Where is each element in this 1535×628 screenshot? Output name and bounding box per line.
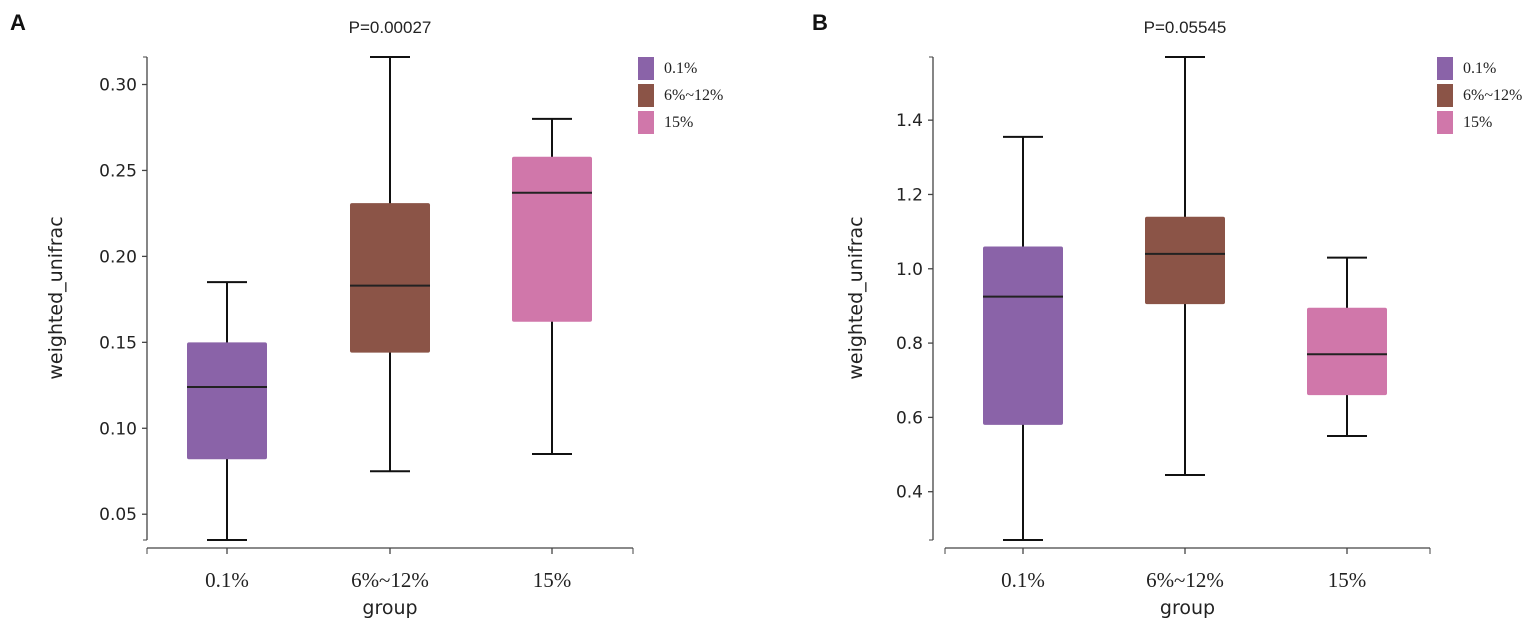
legend-label: 6%~12% [664,87,723,104]
legend-swatch [1437,84,1453,107]
panel-a: A P=0.00027 0.05 0.10 0.15 0.20 0.25 0.30 weight… [10,10,723,619]
y-tick-label: 1.0 [896,260,923,280]
y-tick-label: 0.4 [896,483,923,503]
panel-b: B P=0.05545 0.4 0.6 0.8 1.0 1.2 1.4 weighted_uni… [812,10,1522,619]
chart-title: P=0.00027 [349,18,432,37]
legend-swatch [1437,111,1453,134]
box-iqr [1145,216,1225,305]
box-iqr [187,342,267,460]
box-1 [187,281,267,541]
box-iqr [512,156,592,322]
x-tick-label: 15% [533,568,572,592]
box-3 [1307,256,1387,437]
legend-swatch [638,111,654,134]
x-axis-label: group [1160,597,1215,619]
panel-label: B [812,10,828,35]
box-iqr [350,203,430,353]
y-tick-label: 0.20 [99,247,137,267]
y-tick-label: 0.30 [99,76,137,96]
legend-label: 6%~12% [1463,87,1522,104]
x-tick-label: 15% [1328,568,1367,592]
y-tick-label: 0.6 [896,408,923,428]
legend-label: 15% [664,114,693,131]
legend: 0.1% 6%~12% 15% [1437,57,1522,134]
y-tick-label: 0.15 [99,333,137,353]
x-tick-label: 0.1% [205,568,249,592]
box-iqr [983,246,1063,425]
y-axis-label: weighted_unifrac [845,216,867,379]
panel-label: A [10,10,26,35]
box-1 [983,135,1063,541]
box-3 [512,117,592,456]
y-tick-label: 0.10 [99,419,137,439]
x-tick-label: 0.1% [1001,568,1045,592]
legend-swatch [1437,57,1453,80]
x-tick-label: 6%~12% [351,568,429,592]
legend: 0.1% 6%~12% 15% [638,57,723,134]
legend-swatch [638,84,654,107]
box-iqr [1307,307,1387,396]
legend-label: 0.1% [664,60,697,77]
y-tick-label: 0.25 [99,161,137,181]
y-tick-label: 0.8 [896,334,923,354]
y-tick-label: 1.2 [896,185,923,205]
box-2 [350,56,430,473]
x-axis-label: group [362,597,417,619]
box-2 [1145,56,1225,476]
y-tick-label: 0.05 [99,505,137,525]
legend-swatch [638,57,654,80]
y-tick-label: 1.4 [896,111,923,131]
legend-label: 15% [1463,114,1492,131]
x-tick-label: 6%~12% [1146,568,1224,592]
y-axis-label: weighted_unifrac [45,216,67,379]
chart-title: P=0.05545 [1144,18,1227,37]
legend-label: 0.1% [1463,60,1496,77]
